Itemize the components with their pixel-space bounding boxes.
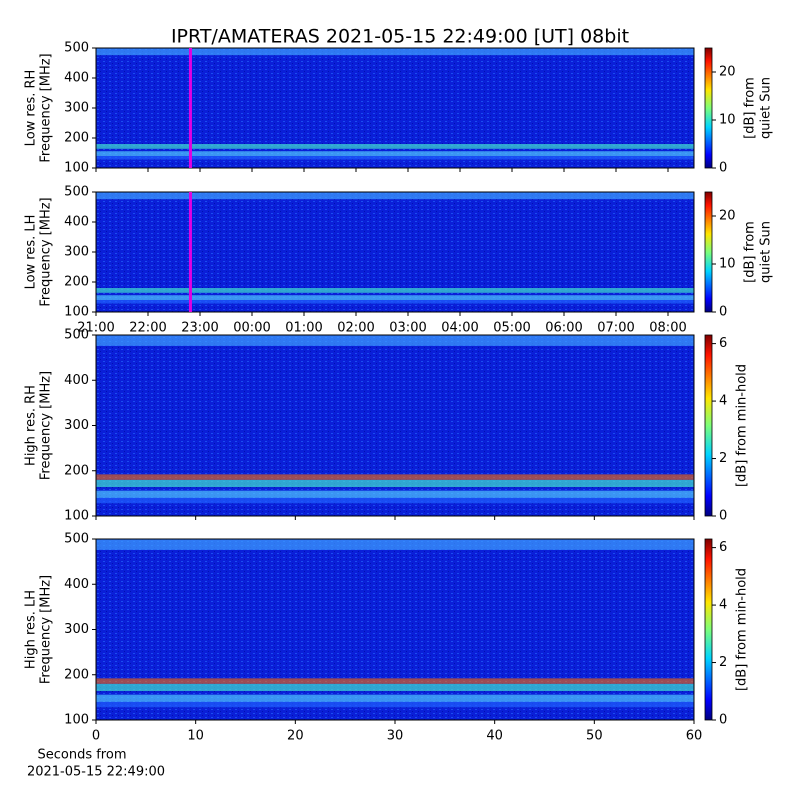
y-axis-label: High res. LH	[24, 590, 39, 669]
y-tick-label: 500	[64, 185, 89, 200]
y-axis-label: Frequency [MHz]	[39, 197, 54, 306]
y-tick-label: 100	[64, 713, 89, 728]
y-tick-label: 400	[64, 577, 89, 592]
y-axis-label: Low res. RH	[24, 70, 39, 147]
spectrogram-band	[96, 300, 694, 304]
spectrogram-band	[96, 694, 694, 702]
x-tick-label: 21:00	[77, 321, 114, 336]
spectrogram-band	[96, 490, 694, 498]
y-axis-label: Frequency [MHz]	[39, 53, 54, 162]
x-tick-label: 23:00	[181, 321, 218, 336]
colorbar-tick-label: 6	[719, 336, 727, 351]
spectrogram-band	[96, 479, 694, 488]
colorbar-tick-label: 20	[719, 209, 736, 224]
y-tick-label: 400	[64, 373, 89, 388]
x-tick-label: 04:00	[441, 321, 478, 336]
x-tick-label: 08:00	[649, 321, 686, 336]
x-tick-label: 03:00	[389, 321, 426, 336]
y-tick-label: 100	[64, 509, 89, 524]
x-tick-label: 06:00	[545, 321, 582, 336]
colorbar-tick-label: 2	[719, 655, 727, 670]
spectrogram-band	[96, 48, 694, 56]
colorbar	[704, 334, 713, 517]
y-tick-label: 200	[64, 275, 89, 290]
spectrogram-band	[96, 474, 694, 480]
x-tick-label: 50	[586, 729, 603, 744]
spectrogram-band	[96, 144, 694, 149]
y-tick-label: 300	[64, 245, 89, 260]
x-tick-label: 30	[387, 729, 404, 744]
colorbar-tick-label: 6	[719, 540, 727, 555]
spectrogram-band	[96, 151, 694, 156]
y-tick-label: 500	[64, 41, 89, 56]
x-axis-label: Seconds from	[37, 748, 126, 763]
spectrogram-band	[96, 683, 694, 692]
colorbar-label: [dB] from	[743, 77, 758, 139]
spectrogram-image	[96, 335, 694, 516]
colorbar-tick-label: 0	[719, 305, 727, 320]
y-tick-label: 200	[64, 131, 89, 146]
spectrogram-band	[96, 192, 694, 200]
y-tick-label: 400	[64, 215, 89, 230]
colorbar	[704, 47, 713, 169]
x-tick-label: 02:00	[337, 321, 374, 336]
colorbar-label: quiet Sun	[759, 77, 774, 139]
colorbar-tick-label: 2	[719, 451, 727, 466]
spectrogram-band	[96, 539, 694, 550]
y-tick-label: 100	[64, 161, 89, 176]
y-axis-label: Frequency [MHz]	[39, 371, 54, 480]
colorbar-tick-label: 0	[719, 713, 727, 728]
chart-title: IPRT/AMATERAS 2021-05-15 22:49:00 [UT] 0…	[171, 26, 629, 48]
x-tick-label: 22:00	[129, 321, 166, 336]
x-tick-label: 00:00	[233, 321, 270, 336]
colorbar	[704, 538, 713, 721]
y-tick-label: 300	[64, 418, 89, 433]
y-axis-label: High res. RH	[24, 385, 39, 466]
spectrogram-band	[96, 701, 694, 708]
x-tick-label: 01:00	[285, 321, 322, 336]
spectrogram-image	[96, 192, 694, 312]
colorbar-label: quiet Sun	[759, 221, 774, 283]
x-tick-label: 0	[92, 729, 100, 744]
colorbar-tick-label: 0	[719, 509, 727, 524]
x-axis-label: 2021-05-15 22:49:00	[27, 765, 165, 780]
spectrogram-band	[96, 288, 694, 293]
colorbar-tick-label: 4	[719, 394, 727, 409]
y-tick-label: 100	[64, 305, 89, 320]
spectrogram-band	[96, 295, 694, 300]
y-axis-label: Frequency [MHz]	[39, 575, 54, 684]
y-tick-label: 500	[64, 532, 89, 547]
x-tick-label: 60	[686, 729, 703, 744]
colorbar-label: [dB] from min-hold	[735, 364, 750, 487]
y-tick-label: 200	[64, 463, 89, 478]
y-tick-label: 300	[64, 622, 89, 637]
spectrogram-band	[96, 156, 694, 160]
colorbar-tick-label: 0	[719, 161, 727, 176]
spectrogram-band	[96, 678, 694, 684]
colorbar-label: [dB] from	[743, 221, 758, 283]
colorbar-tick-label: 10	[719, 113, 736, 128]
colorbar-tick-label: 20	[719, 65, 736, 80]
x-tick-label: 05:00	[493, 321, 530, 336]
colorbar	[704, 191, 713, 313]
y-tick-label: 400	[64, 71, 89, 86]
y-axis-label: Low res. LH	[24, 215, 39, 290]
spectrogram-band	[96, 497, 694, 504]
colorbar-tick-label: 4	[719, 598, 727, 613]
spectrogram-band	[96, 335, 694, 346]
x-tick-label: 07:00	[597, 321, 634, 336]
x-tick-label: 40	[486, 729, 503, 744]
x-tick-label: 10	[187, 729, 204, 744]
x-tick-label: 20	[287, 729, 304, 744]
colorbar-label: [dB] from min-hold	[735, 568, 750, 691]
spectrogram-image	[96, 48, 694, 168]
spectrogram-image	[96, 539, 694, 720]
colorbar-tick-label: 10	[719, 257, 736, 272]
y-tick-label: 500	[64, 328, 89, 343]
y-tick-label: 300	[64, 101, 89, 116]
y-tick-label: 200	[64, 667, 89, 682]
